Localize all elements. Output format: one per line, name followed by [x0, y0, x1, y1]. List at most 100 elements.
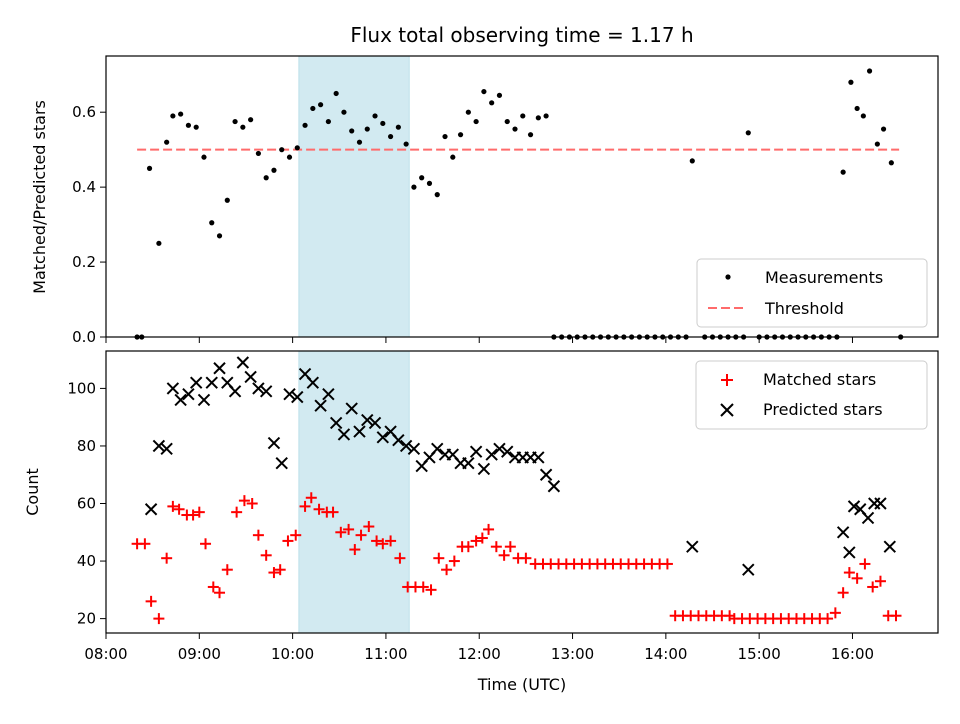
measurement-point	[888, 160, 894, 166]
measurement-point	[395, 124, 401, 130]
legend-matched-marker	[721, 374, 733, 386]
measurement-point	[419, 175, 425, 181]
measurement-point	[866, 68, 873, 74]
bottom-y-tick-label: 80	[77, 437, 96, 455]
predicted-stars-point	[843, 546, 856, 559]
matched-stars-point	[425, 584, 437, 596]
measurement-point	[489, 100, 495, 106]
measurement-point	[535, 115, 541, 121]
matched-stars-point	[829, 607, 841, 619]
measurement-point	[426, 180, 433, 186]
predicted-stars-point	[337, 428, 351, 441]
measurement-point	[232, 118, 238, 125]
matched-stars-point	[238, 495, 250, 507]
x-tick-label: 08:00	[84, 645, 127, 663]
measurement-point	[403, 141, 409, 147]
matched-stars-point	[859, 558, 871, 570]
measurement-point	[380, 120, 386, 127]
measurement-point	[248, 117, 254, 123]
matched-stars-point	[207, 581, 219, 593]
measurement-point	[209, 220, 215, 226]
top-y-axis-label: Matched/Predicted stars	[30, 100, 49, 294]
matched-stars-point	[822, 613, 834, 625]
matched-stars-point	[433, 552, 445, 564]
measurement-point	[302, 122, 308, 128]
measurement-point	[543, 113, 549, 119]
legend-threshold-label: Threshold	[764, 299, 844, 318]
bottom-y-ticks: 20 40 60 80 100	[67, 379, 106, 628]
top-panel: 0.0 0.2 0.4 0.6 Matched/Predicted stars Mea…	[30, 55, 939, 346]
matched-stars-point	[355, 529, 367, 541]
measurement-point	[496, 92, 503, 98]
bottom-legend-box	[695, 360, 928, 430]
measurement-point	[178, 111, 184, 117]
predicted-stars-point	[306, 376, 320, 389]
matched-stars-points	[131, 492, 902, 625]
top-y-ticks: 0.0 0.2 0.4 0.6	[72, 103, 106, 346]
matched-stars-point	[290, 529, 302, 541]
predicted-stars-point	[477, 462, 491, 476]
matched-stars-point	[282, 535, 294, 547]
predicted-stars-point	[883, 540, 896, 553]
legend-predicted-marker	[720, 403, 734, 417]
x-tick-label: 10:00	[271, 645, 314, 663]
predicted-stars-point	[539, 468, 553, 481]
matched-stars-point	[231, 506, 243, 518]
measurement-point	[349, 128, 355, 134]
predicted-stars-point	[493, 442, 506, 456]
predicted-stars-points	[144, 356, 896, 576]
measurement-point	[325, 118, 331, 125]
measurement-point	[745, 130, 751, 136]
matched-stars-point	[441, 564, 453, 576]
measurement-point	[874, 141, 880, 147]
matched-stars-point	[363, 521, 375, 533]
predicted-stars-point	[228, 385, 242, 398]
measurement-point	[504, 118, 510, 125]
predicted-stars-point	[275, 457, 288, 470]
measurement-point	[279, 147, 285, 153]
measurement-point	[473, 118, 479, 125]
matched-stars-point	[260, 549, 272, 561]
bottom-highlight-span	[298, 350, 410, 634]
predicted-stars-point	[213, 362, 226, 375]
measurement-point	[170, 113, 176, 119]
matched-stars-point	[153, 613, 165, 625]
x-tick-label: 15:00	[738, 645, 781, 663]
measurement-point	[185, 122, 192, 128]
bottom-panel: 20 40 60 80 100 08:00 09:00 10:00 11:00 12:00 13:…	[23, 350, 939, 694]
measurement-point	[271, 167, 277, 173]
measurement-point	[450, 154, 456, 160]
matched-stars-point	[385, 535, 397, 547]
predicted-stars-point	[462, 457, 475, 470]
predicted-stars-point	[205, 376, 218, 389]
measurement-point	[333, 90, 339, 97]
bottom-y-tick-label: 60	[77, 495, 96, 513]
predicted-stars-point	[532, 451, 545, 464]
measurement-point	[520, 113, 526, 119]
bottom-y-tick-label: 100	[67, 379, 96, 397]
predicted-stars-point	[314, 399, 327, 412]
measurement-point	[164, 139, 170, 145]
matched-stars-point	[193, 506, 205, 518]
measurement-point	[201, 154, 207, 160]
matched-stars-point	[371, 535, 383, 547]
measurement-point	[240, 124, 246, 130]
matched-stars-point	[305, 492, 317, 504]
matched-stars-point	[417, 581, 429, 593]
predicted-stars-point	[431, 442, 444, 456]
predicted-stars-point	[144, 503, 158, 516]
top-legend-box	[696, 258, 928, 328]
predicted-stars-point	[399, 439, 413, 453]
predicted-stars-point	[283, 387, 296, 401]
matched-stars-point	[349, 544, 361, 556]
predicted-stars-point	[686, 540, 699, 553]
predicted-stars-point	[259, 385, 273, 398]
matched-stars-point	[221, 564, 233, 576]
matched-stars-point	[448, 555, 460, 567]
matched-stars-point	[476, 532, 488, 544]
chart-title: Flux total observing time = 1.17 h	[350, 23, 693, 47]
measurement-point	[156, 240, 162, 246]
matched-stars-point	[173, 503, 185, 515]
